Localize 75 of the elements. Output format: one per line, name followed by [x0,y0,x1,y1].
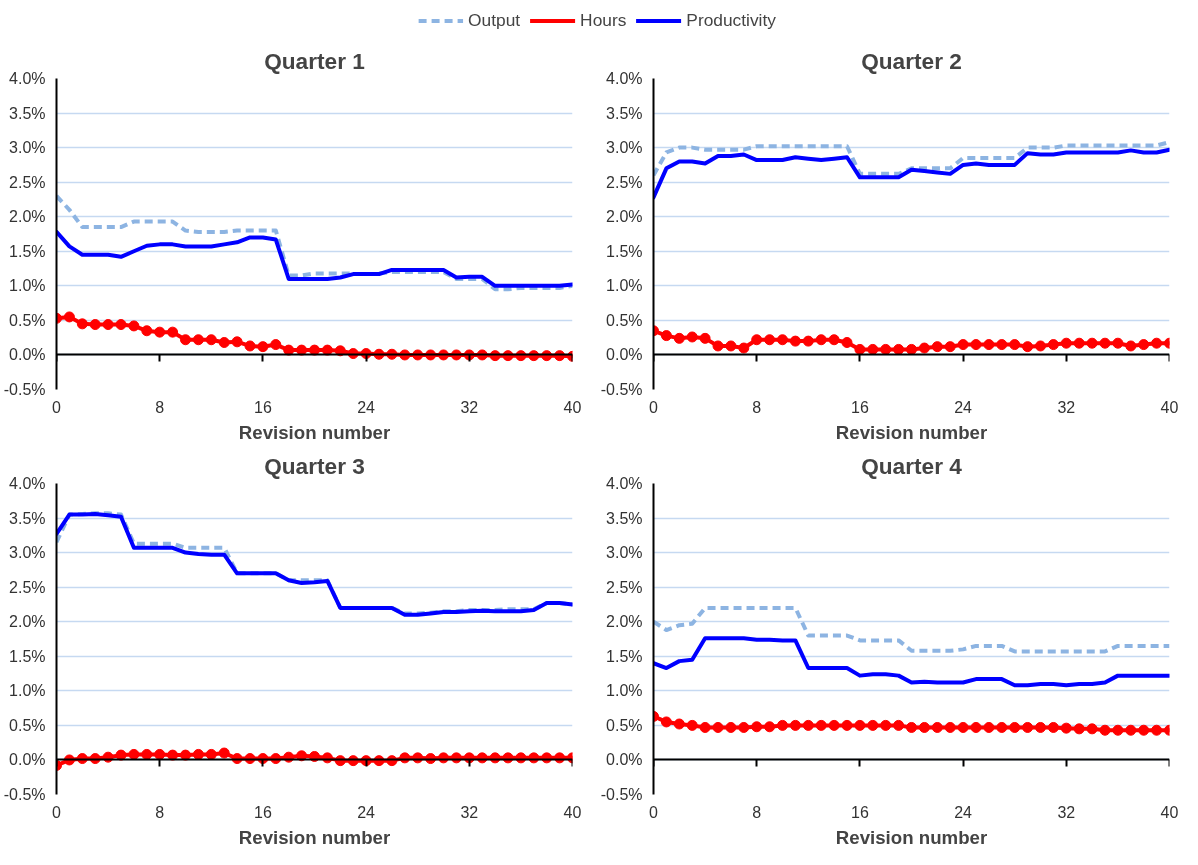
y-tick-label: 0.5% [606,716,643,734]
x-tick-label: 40 [1160,398,1179,416]
y-tick-label: 3.0% [9,139,46,157]
y-tick-label: 0.5% [9,716,46,734]
x-axis-title: Revision number [238,421,391,443]
x-tick-label: 0 [649,398,659,416]
y-tick-label: 1.5% [9,242,46,260]
x-axis-title: Revision number [835,421,988,443]
y-tick-label: 1.5% [606,647,643,665]
y-tick-label: 2.5% [9,173,46,191]
y-tick-label: 2.0% [606,208,643,226]
y-tick-label: 0.5% [606,311,643,329]
x-tick-label: 40 [563,398,582,416]
y-tick-label: 3.0% [606,544,643,562]
chart-title: Quarter 2 [861,47,962,74]
y-tick-label: 1.5% [606,242,643,260]
y-tick-label: 2.5% [606,578,643,596]
y-tick-label: -0.5% [3,786,46,803]
x-tick-label: 32 [1057,803,1076,821]
x-tick-label: 16 [254,398,272,416]
chart-title: Quarter 1 [264,47,365,74]
y-tick-label: 4.0% [606,70,643,87]
x-tick-label: 24 [954,398,973,416]
y-tick-label: 0.0% [9,751,46,769]
y-tick-label: 2.0% [9,613,46,631]
x-tick-label: 40 [563,803,582,821]
y-tick-label: -0.5% [600,786,643,803]
y-tick-label: 0.5% [9,311,46,329]
x-axis-title: Revision number [238,826,391,848]
y-tick-label: 4.0% [606,475,643,492]
y-tick-label: 3.5% [9,104,46,122]
y-tick-label: 4.0% [9,475,46,492]
y-tick-label: -0.5% [600,381,643,398]
y-tick-label: -0.5% [3,381,46,398]
y-tick-label: 1.5% [9,647,46,665]
x-tick-label: 8 [752,803,762,821]
legend-label: Hours [580,9,627,31]
y-tick-label: 3.5% [606,509,643,527]
x-tick-label: 16 [851,398,869,416]
chart-title: Quarter 4 [861,452,963,479]
chart-title: Quarter 3 [264,452,365,479]
x-tick-label: 24 [357,803,376,821]
x-tick-label: 0 [52,398,62,416]
y-tick-label: 0.0% [606,751,643,769]
x-tick-label: 24 [357,398,376,416]
legend-label: Productivity [686,9,776,31]
x-tick-label: 24 [954,803,973,821]
x-tick-label: 0 [52,803,62,821]
y-tick-label: 4.0% [9,70,46,87]
x-axis-title: Revision number [835,826,988,848]
x-tick-label: 8 [155,803,165,821]
x-tick-label: 32 [460,803,479,821]
y-tick-label: 2.5% [606,173,643,191]
y-tick-label: 3.0% [606,139,643,157]
x-tick-label: 32 [460,398,479,416]
y-tick-label: 2.0% [606,613,643,631]
y-tick-label: 0.0% [606,346,643,364]
legend-label: Output [468,9,521,31]
y-tick-label: 1.0% [606,682,643,700]
y-tick-label: 3.5% [606,104,643,122]
y-tick-label: 3.0% [9,544,46,562]
x-tick-label: 8 [155,398,165,416]
x-tick-label: 8 [752,398,762,416]
x-tick-label: 16 [851,803,869,821]
y-tick-label: 2.5% [9,578,46,596]
y-tick-label: 1.0% [9,277,46,295]
y-tick-label: 0.0% [9,346,46,364]
y-tick-label: 3.5% [9,509,46,527]
y-tick-label: 1.0% [9,682,46,700]
y-tick-label: 2.0% [9,208,46,226]
x-tick-label: 32 [1057,398,1076,416]
x-tick-label: 40 [1160,803,1179,821]
y-tick-label: 1.0% [606,277,643,295]
x-tick-label: 16 [254,803,272,821]
x-tick-label: 0 [649,803,659,821]
